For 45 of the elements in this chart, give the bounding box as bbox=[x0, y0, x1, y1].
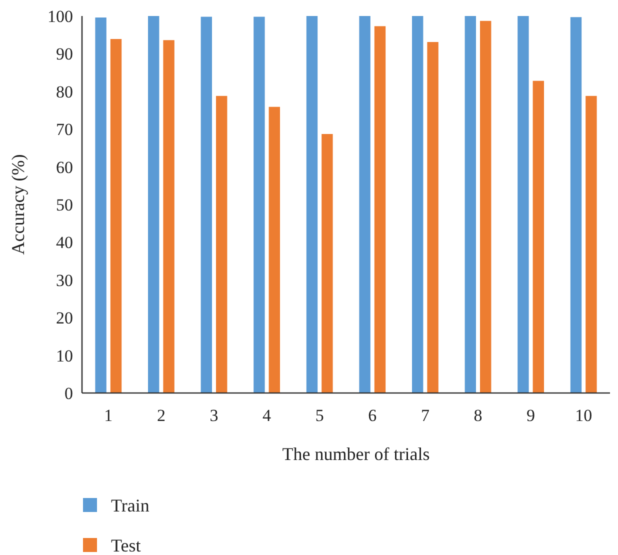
x-tick-label: 7 bbox=[420, 406, 430, 425]
y-axis-title: Accuracy (%) bbox=[8, 154, 28, 255]
y-tick-label: 30 bbox=[56, 270, 73, 290]
bar bbox=[518, 16, 529, 393]
y-tick-label: 20 bbox=[56, 308, 73, 328]
bar bbox=[268, 106, 280, 393]
x-tick-label: 6 bbox=[368, 406, 377, 425]
bar bbox=[427, 42, 438, 393]
bar bbox=[532, 80, 544, 393]
bar bbox=[359, 16, 370, 393]
bar bbox=[254, 16, 265, 393]
x-tick-label: 5 bbox=[315, 406, 324, 425]
x-tick-label: 3 bbox=[210, 406, 218, 425]
bar bbox=[586, 96, 597, 393]
bar bbox=[374, 26, 386, 393]
bar bbox=[464, 16, 476, 393]
y-tick-label: 40 bbox=[56, 233, 73, 252]
legend-label: Test bbox=[111, 535, 141, 555]
bar bbox=[163, 40, 174, 393]
bar bbox=[148, 16, 160, 393]
y-tick-label: 100 bbox=[48, 6, 73, 26]
x-tick-label: 8 bbox=[474, 406, 482, 425]
legend-label: Train bbox=[111, 495, 150, 516]
bar bbox=[306, 16, 318, 393]
bar bbox=[110, 38, 122, 393]
bar bbox=[216, 96, 228, 393]
y-tick-label: 10 bbox=[56, 346, 73, 366]
x-tick-label: 9 bbox=[526, 406, 536, 425]
y-tick-label: 50 bbox=[56, 195, 73, 214]
bar bbox=[412, 16, 424, 393]
bar bbox=[570, 17, 582, 393]
bar bbox=[95, 18, 106, 393]
y-tick-label: 70 bbox=[56, 120, 73, 140]
y-tick-label: 80 bbox=[56, 82, 73, 102]
bar bbox=[480, 20, 492, 393]
y-tick-label: 90 bbox=[56, 44, 73, 64]
bar bbox=[200, 16, 212, 393]
x-tick-label: 1 bbox=[104, 406, 113, 425]
x-axis-title: The number of trials bbox=[282, 444, 430, 464]
x-tick-label: 2 bbox=[156, 406, 166, 425]
x-tick-label: 4 bbox=[262, 406, 272, 425]
x-tick-label: 10 bbox=[575, 406, 592, 425]
y-tick-label: 0 bbox=[64, 384, 73, 403]
y-tick-label: 60 bbox=[56, 158, 73, 177]
bar bbox=[322, 134, 333, 393]
